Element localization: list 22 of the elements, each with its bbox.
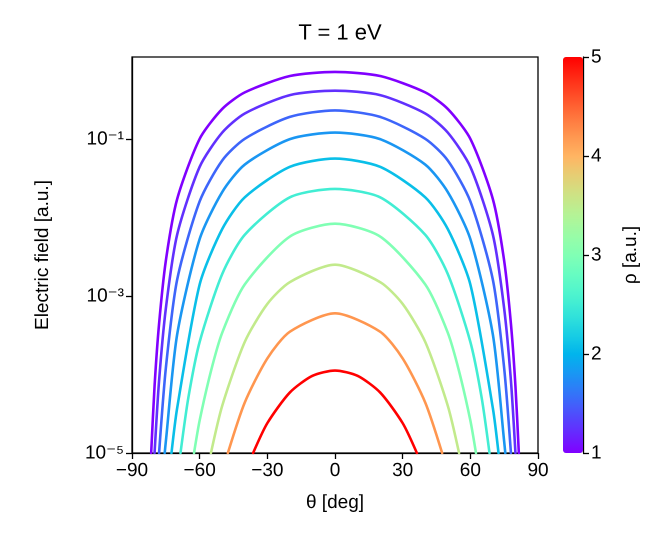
- color-bar-title: ρ [a.u.]: [620, 226, 641, 284]
- x-tick-label: −30: [251, 460, 284, 481]
- x-tick-label: 90: [527, 460, 549, 481]
- color-bar-label: 4: [591, 146, 602, 166]
- color-bar-label: 3: [591, 244, 602, 266]
- color-bar-label: 5: [591, 46, 602, 68]
- line-series: [179, 188, 491, 454]
- x-tick-label: 0: [330, 460, 340, 481]
- x-tick-label: 30: [392, 460, 414, 481]
- y-tick-label: 10⁻³: [86, 285, 124, 306]
- x-tick-label: −60: [184, 460, 216, 481]
- chart-title: T = 1 eV: [298, 20, 382, 44]
- color-bar-label: 1: [591, 442, 602, 464]
- color-bar-label: 2: [591, 344, 602, 364]
- line-series: [226, 312, 444, 454]
- y-tick-label: 10⁻¹: [86, 128, 124, 150]
- line-series: [252, 369, 418, 454]
- line-series: [192, 222, 478, 454]
- x-tick-label: 60: [460, 460, 481, 481]
- y-axis-title: Electric field [a.u.]: [32, 180, 53, 330]
- x-axis-title: θ [deg]: [306, 492, 364, 513]
- line-series: [210, 263, 460, 454]
